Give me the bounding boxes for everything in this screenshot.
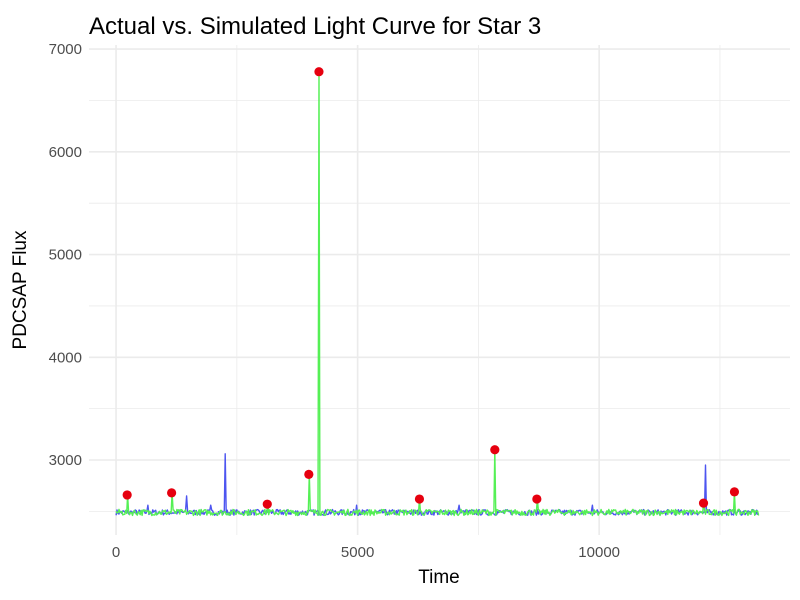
flare-point [304,469,314,479]
y-tick-label: 7000 [49,41,82,58]
x-tick-label: 5000 [341,544,374,561]
flare-point [414,494,425,504]
flare-point [532,494,542,504]
y-axis-title: PDCSAP Flux [10,230,31,349]
x-tick-label: 0 [112,544,120,561]
y-tick-label: 6000 [49,144,82,161]
flare-point [262,499,272,509]
grid [89,45,790,535]
x-axis-title: Time [418,567,460,588]
actual-light-curve [115,453,760,516]
flare-point [314,67,324,77]
flare-point [167,488,177,498]
flare-point [122,490,132,500]
chart-title: Actual vs. Simulated Light Curve for Sta… [89,13,541,40]
flare-point [729,487,740,497]
flare-point [490,445,500,455]
y-tick-label: 5000 [49,247,82,264]
simulated-light-curve [115,71,760,517]
flare-point [698,498,709,508]
flare-points [122,67,740,509]
series [115,71,760,517]
x-tick-label: 10000 [578,544,620,561]
tick-labels: 0 5000 10000 3000 4000 5000 6000 7000 [49,41,620,561]
y-tick-label: 3000 [49,452,82,469]
y-tick-label: 4000 [49,349,82,366]
